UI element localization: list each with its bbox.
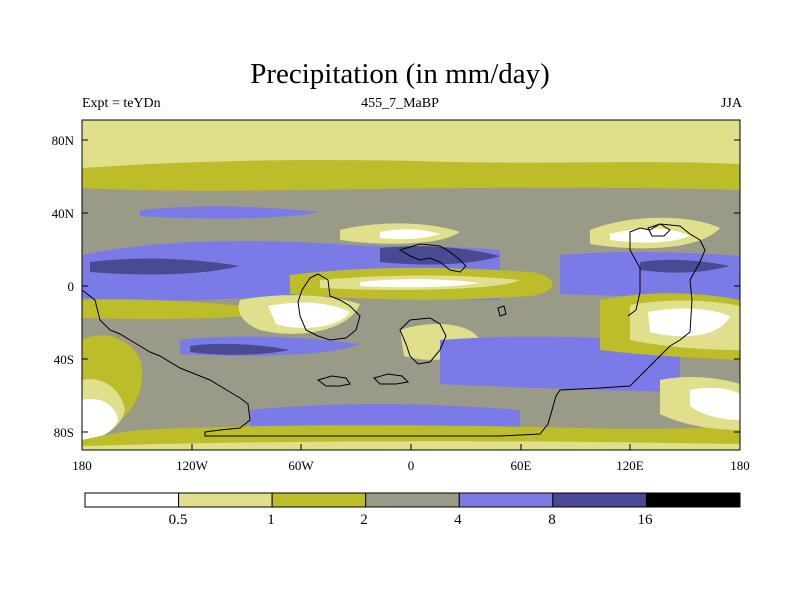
colorbar-box xyxy=(365,492,460,508)
colorbar-label: 8 xyxy=(548,512,556,528)
coastline-main xyxy=(82,223,706,437)
x-tick-label: 60E xyxy=(511,458,532,473)
dark-eq-2 xyxy=(380,246,500,265)
coastline-sa xyxy=(297,273,361,341)
streak-n1 xyxy=(140,206,320,219)
coastline-n-africa xyxy=(398,243,467,273)
x-tick-label: 180 xyxy=(730,458,750,473)
yellow-s1 xyxy=(82,299,280,320)
colorbar-box xyxy=(645,492,741,508)
colorbar-box xyxy=(84,492,180,508)
island-4 xyxy=(497,305,507,317)
white-se xyxy=(648,308,730,337)
white-sw xyxy=(268,302,350,328)
plot-title: Precipitation (in mm/day) xyxy=(250,58,550,90)
y-tick-label: 0 xyxy=(68,279,75,294)
x-axis: 180 120W 60W 0 60E 120E 180 xyxy=(72,444,750,473)
colorbar-label: 0.5 xyxy=(169,512,188,528)
colorbar-label: 16 xyxy=(638,512,654,528)
coastlines xyxy=(82,223,706,437)
y-axis: 80N 40N 0 40S 80S xyxy=(52,133,740,440)
dark-east xyxy=(640,259,730,273)
white-ncentral xyxy=(380,229,440,240)
x-tick-label: 180 xyxy=(72,458,92,473)
island-3 xyxy=(647,223,671,237)
y-tick-label: 40N xyxy=(52,206,75,221)
blue-east-eq xyxy=(560,252,740,300)
colorbar-box xyxy=(178,492,273,508)
island-2 xyxy=(373,373,410,385)
x-tick-label: 0 xyxy=(408,458,415,473)
white-eq xyxy=(360,279,480,288)
x-tick-label: 120E xyxy=(616,458,644,473)
dark-eq-1 xyxy=(90,258,240,275)
age-label: 455_7_MaBP xyxy=(361,96,439,111)
colorbar: 0.5 1 2 4 8 16 xyxy=(84,492,741,528)
dark-s1 xyxy=(190,343,290,355)
colorbar-label: 1 xyxy=(267,512,275,528)
colorbar-label: 2 xyxy=(360,512,368,528)
x-tick-label: 60W xyxy=(288,458,314,473)
season-label: JJA xyxy=(720,96,742,111)
white-se-high xyxy=(690,387,740,420)
colorbar-box xyxy=(552,492,647,508)
colorbar-label: 4 xyxy=(454,512,462,528)
colorbar-box xyxy=(271,492,367,508)
y-tick-label: 40S xyxy=(54,352,74,367)
island-1 xyxy=(316,375,351,387)
coastline-africa xyxy=(399,317,447,365)
y-tick-label: 80N xyxy=(52,133,75,148)
colorbar-box xyxy=(458,492,554,508)
y-tick-label: 80S xyxy=(54,425,74,440)
contour-fill xyxy=(82,120,740,450)
band-north-mid xyxy=(82,160,740,191)
x-tick-label: 120W xyxy=(176,458,209,473)
experiment-label: Expt = teYDn xyxy=(82,96,161,111)
colorbar-boxes xyxy=(84,492,741,508)
white-sw-edge xyxy=(82,398,118,440)
